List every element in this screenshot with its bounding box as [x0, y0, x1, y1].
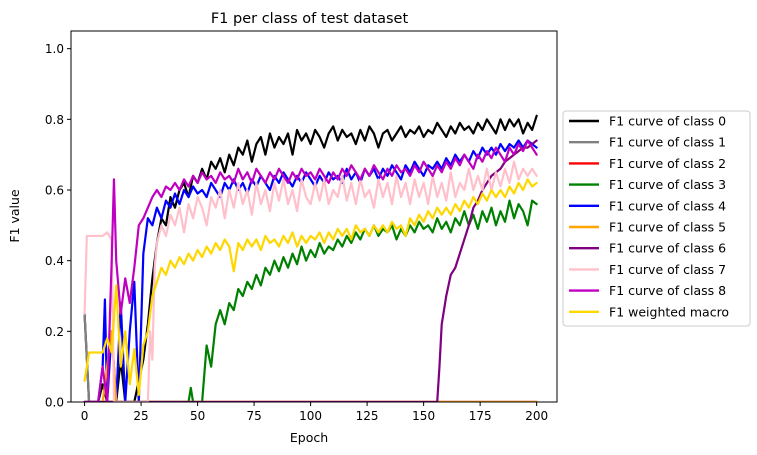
x-tick-label: 25	[133, 409, 148, 423]
y-tick-label: 0.8	[45, 113, 64, 127]
legend-label-5: F1 curve of class 5	[609, 220, 726, 235]
y-axis-title: F1 value	[7, 189, 22, 243]
series-line-0	[83, 114, 538, 402]
legend-label-8: F1 curve of class 8	[609, 283, 726, 298]
series-line-7	[83, 160, 538, 402]
x-axis-title: Epoch	[290, 430, 328, 445]
series-line-9	[83, 178, 538, 397]
legend: F1 curve of class 0 F1 curve of class 1 F1…	[562, 110, 751, 327]
x-tick-label: 75	[246, 409, 261, 423]
x-tick-label: 200	[525, 409, 548, 423]
plot-frame	[70, 30, 558, 403]
series-line-8	[83, 139, 538, 402]
y-tick-label: 0.4	[45, 254, 64, 268]
x-tick-label: 175	[469, 409, 492, 423]
x-tick-label: 100	[299, 409, 322, 423]
y-tick-label: 0.0	[45, 396, 64, 410]
chart-title: F1 per class of test dataset	[211, 11, 409, 27]
legend-label-0: F1 curve of class 0	[609, 114, 726, 129]
series-line-1	[83, 312, 538, 402]
x-tick-label: 0	[81, 409, 89, 423]
series-line-3	[83, 199, 538, 402]
y-tick-label: 0.6	[45, 184, 64, 198]
series-line-6	[83, 139, 538, 402]
series-line-5	[83, 330, 538, 402]
legend-label-6: F1 curve of class 6	[609, 241, 726, 256]
y-tick-label: 1.0	[45, 42, 64, 56]
legend-label-4: F1 curve of class 4	[609, 198, 726, 213]
legend-label-1: F1 curve of class 1	[609, 135, 726, 150]
x-tick-label: 125	[356, 409, 379, 423]
legend-box	[562, 110, 751, 327]
legend-label-7: F1 curve of class 7	[609, 262, 726, 277]
x-tick-label: 150	[412, 409, 435, 423]
legend-label-9: F1 weighted macro	[609, 304, 729, 319]
x-axis: 0 25 50 75 100 125 150 175 200	[81, 402, 548, 423]
y-axis: 0.0 0.2 0.4 0.6 0.8 1.0	[45, 42, 71, 410]
x-tick-label: 50	[190, 409, 205, 423]
series-layer	[83, 114, 538, 402]
legend-label-3: F1 curve of class 3	[609, 177, 726, 192]
legend-label-2: F1 curve of class 2	[609, 156, 726, 171]
y-tick-label: 0.2	[45, 325, 64, 339]
